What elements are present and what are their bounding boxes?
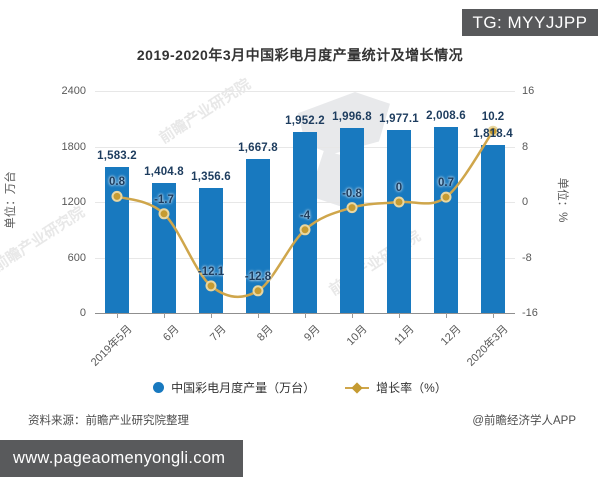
left-axis-tick-label: 1200	[61, 196, 86, 208]
legend-label-growth: 增长率（%）	[376, 381, 447, 395]
bar	[387, 130, 411, 313]
x-axis-tick-label: 2019年5月	[88, 323, 135, 369]
bar-value-label: 1,996.8	[332, 111, 372, 124]
growth-value-label: -1.7	[154, 193, 174, 206]
chart-plot-area	[95, 91, 515, 318]
left-axis-tick-label: 0	[79, 307, 86, 319]
x-axis-tick-label: 12月	[438, 323, 464, 349]
bar	[481, 144, 505, 313]
bar-value-label: 1,667.8	[238, 141, 278, 154]
legend-label-production: 中国彩电月度产量（万台）	[171, 381, 316, 395]
source-text: 资料来源：前瞻产业研究院整理	[28, 415, 189, 427]
bar	[340, 128, 364, 313]
bar-value-label: 1,952.2	[285, 115, 325, 128]
x-axis-tick	[164, 313, 165, 318]
growth-value-label: 10.2	[481, 111, 505, 124]
x-axis-tick	[399, 313, 400, 318]
bar-value-label: 1,356.6	[191, 170, 231, 183]
right-axis-tick-label: -8	[522, 251, 532, 264]
right-axis-tick-label: 0	[522, 196, 529, 208]
growth-point-marker	[111, 190, 123, 202]
x-axis-tick-label: 2020年3月	[464, 323, 511, 369]
growth-point-marker	[393, 196, 405, 208]
legend-item-production: 中国彩电月度产量（万台）	[153, 379, 315, 396]
x-axis-tick	[258, 313, 259, 318]
bar-value-label: 1,818.4	[473, 127, 513, 140]
x-axis-tick	[305, 313, 306, 318]
growth-value-label: -12.1	[197, 265, 225, 278]
growth-point-marker	[299, 224, 311, 236]
x-axis-tick	[446, 313, 447, 318]
left-axis-tick-label: 1800	[61, 140, 86, 153]
x-axis-tick-label: 7月	[208, 323, 229, 344]
x-axis-tick	[117, 313, 118, 318]
x-axis-tick-label: 11月	[392, 323, 417, 348]
bar	[434, 127, 458, 313]
growth-line	[111, 125, 499, 299]
legend-item-growth: 增长率（%）	[345, 379, 447, 396]
left-axis-tick-label: 2400	[61, 85, 86, 97]
x-axis-tick	[352, 313, 353, 318]
left-axis-title: 单位：万台	[5, 171, 17, 229]
footer: 资料来源：前瞻产业研究院整理 @前瞻经济学人APP	[0, 412, 600, 428]
x-axis-tick	[493, 313, 494, 318]
gridline	[95, 91, 515, 92]
credit-text: @前瞻经济学人APP	[472, 415, 576, 427]
growth-point-marker	[205, 280, 217, 292]
x-axis-tick-label: 9月	[302, 323, 323, 344]
chart-title: 2019-2020年3月中国彩电月度产量统计及增长情况	[136, 47, 464, 63]
x-axis-tick-label: 6月	[161, 323, 182, 344]
watermark-url-bar: www.pageaomenyongli.com	[0, 440, 243, 477]
right-axis-title: 单位：%	[556, 177, 568, 223]
bar-value-label: 2,008.6	[426, 110, 466, 123]
growth-point-marker	[487, 125, 499, 137]
left-axis-tick-label: 600	[67, 251, 86, 264]
growth-value-label: -0.8	[342, 187, 362, 200]
bar-value-label: 1,977.1	[379, 113, 419, 126]
growth-value-label: 0.8	[109, 176, 125, 189]
growth-point-marker	[440, 191, 452, 203]
right-axis-tick-label: 16	[522, 85, 535, 97]
x-axis-tick-label: 10月	[344, 323, 370, 349]
growth-point-marker	[346, 202, 358, 214]
growth-point-marker	[158, 208, 170, 220]
bar-value-label: 1,404.8	[144, 166, 184, 179]
growth-value-label: 0	[395, 182, 403, 194]
bar-series-marker-icon	[153, 382, 165, 393]
growth-value-label: 0.7	[438, 177, 454, 190]
growth-value-label: -4	[299, 209, 311, 222]
x-axis-tick	[211, 313, 212, 318]
bar-value-label: 1,583.2	[97, 149, 137, 162]
growth-value-label: -12.8	[244, 270, 272, 283]
growth-point-marker	[252, 285, 264, 297]
x-axis-tick-label: 8月	[255, 323, 276, 344]
right-axis-tick-label: -16	[522, 307, 538, 319]
chart-legend: 中国彩电月度产量（万台） 增长率（%）	[0, 379, 600, 396]
bar	[152, 183, 176, 313]
right-axis-tick-label: 8	[522, 140, 529, 153]
tg-badge: TG: MYYJJPP	[462, 9, 598, 36]
line-series-marker-icon	[345, 381, 370, 394]
